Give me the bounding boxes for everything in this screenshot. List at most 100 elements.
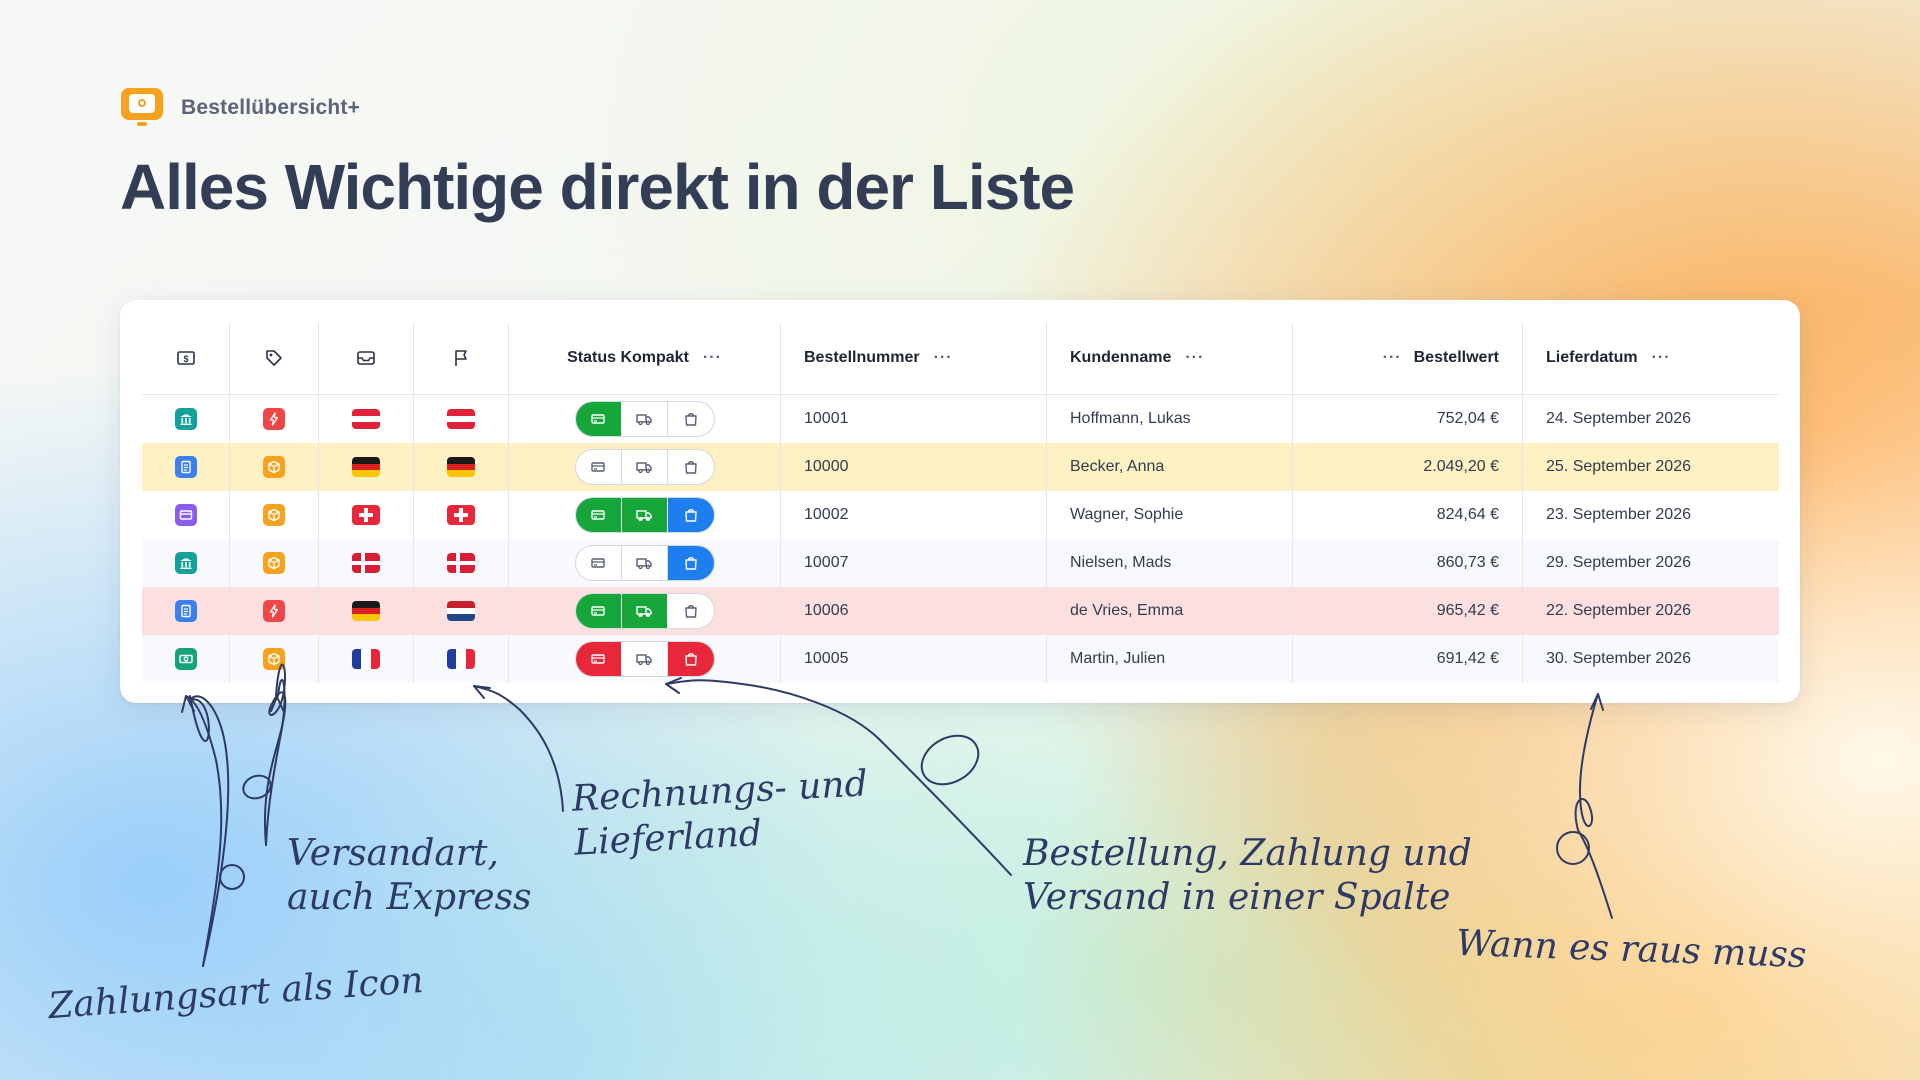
delivery-date-cell: 22. September 2026 xyxy=(1546,602,1691,619)
shipping-status-icon[interactable] xyxy=(622,402,668,436)
dollar-icon: $ xyxy=(176,351,195,365)
order-number-cell[interactable]: 10002 xyxy=(781,491,1047,539)
date-arrow xyxy=(1574,693,1613,919)
flag-nl-icon xyxy=(447,601,475,621)
payment-status-icon[interactable] xyxy=(575,498,622,532)
shipping-cell xyxy=(230,587,319,635)
column-delivery-country[interactable] xyxy=(414,322,509,394)
cash-icon xyxy=(174,648,197,670)
payment-cell xyxy=(142,587,230,635)
delivery-country-cell xyxy=(414,395,509,443)
column-menu-button[interactable]: ··· xyxy=(1382,349,1402,366)
payment-cell xyxy=(142,635,230,683)
svg-text:$: $ xyxy=(183,354,188,364)
express-bolt-icon xyxy=(263,408,285,430)
flag-at-icon xyxy=(447,409,475,429)
inbox-icon xyxy=(357,351,375,365)
order-status-icon[interactable] xyxy=(667,546,714,580)
shipping-status-icon[interactable] xyxy=(621,594,668,628)
annotation-status-line1: Bestellung, Zahlung und xyxy=(1023,833,1472,874)
status-compact[interactable] xyxy=(574,401,715,437)
country-arrow xyxy=(473,685,564,812)
status-compact[interactable] xyxy=(574,593,715,629)
column-menu-button[interactable]: ··· xyxy=(933,349,953,366)
delivery-country-cell xyxy=(414,635,509,683)
payment-status-icon[interactable] xyxy=(575,402,622,436)
delivery-country-cell xyxy=(414,539,509,587)
annotation-payment: Zahlungsart als Icon xyxy=(46,959,425,1028)
order-status-icon[interactable] xyxy=(668,402,714,436)
customer-cell[interactable]: Becker, Anna xyxy=(1047,443,1293,491)
order-status-icon[interactable] xyxy=(668,594,714,628)
order-number-cell[interactable]: 10000 xyxy=(781,443,1047,491)
column-customer-label: Kundenname xyxy=(1070,349,1172,366)
shipping-status-icon[interactable] xyxy=(622,546,668,580)
column-menu-button[interactable]: ··· xyxy=(1185,349,1205,366)
status-compact[interactable] xyxy=(574,449,715,485)
value-cell: 752,04 € xyxy=(1293,395,1523,443)
column-order-number-label: Bestellnummer xyxy=(804,349,920,366)
order-number-cell[interactable]: 10001 xyxy=(781,395,1047,443)
payment-status-icon[interactable] xyxy=(576,546,622,580)
customer-cell[interactable]: Nielsen, Mads xyxy=(1047,539,1293,587)
column-menu-button[interactable]: ··· xyxy=(702,349,722,366)
customer-cell[interactable]: Wagner, Sophie xyxy=(1047,491,1293,539)
credit-card-icon xyxy=(174,504,197,526)
order-number-cell[interactable]: 10006 xyxy=(781,587,1047,635)
billing-country-cell xyxy=(319,635,414,683)
column-status[interactable]: Status Kompakt ··· xyxy=(509,322,781,394)
shipping-cell xyxy=(230,491,319,539)
payment-status-icon[interactable] xyxy=(575,642,622,676)
customer-cell[interactable]: Hoffmann, Lukas xyxy=(1047,395,1293,443)
flag-fr-icon xyxy=(352,649,380,669)
payment-status-icon[interactable] xyxy=(576,450,622,484)
monitor-icon xyxy=(121,88,163,128)
status-compact[interactable] xyxy=(574,641,715,677)
flag-dk-icon xyxy=(447,553,475,573)
column-customer[interactable]: Kundenname ··· xyxy=(1047,322,1293,394)
column-menu-button[interactable]: ··· xyxy=(1651,349,1671,366)
billing-country-cell xyxy=(319,443,414,491)
table-row[interactable]: 10002 Wagner, Sophie 824,64 € 23. September… xyxy=(142,491,1779,539)
payment-cell xyxy=(142,539,230,587)
order-number-cell[interactable]: 10007 xyxy=(781,539,1047,587)
payment-cell xyxy=(142,395,230,443)
customer-cell[interactable]: Martin, Julien xyxy=(1047,635,1293,683)
invoice-icon xyxy=(174,600,197,622)
table-row[interactable]: 10000 Becker, Anna 2.049,20 € 25. September… xyxy=(142,443,1779,491)
table-row[interactable]: 10005 Martin, Julien 691,42 € 30. September… xyxy=(142,635,1779,683)
table-row[interactable]: 10001 Hoffmann, Lukas 752,04 € 24. Septembe… xyxy=(142,395,1779,443)
value-cell: 965,42 € xyxy=(1293,587,1523,635)
column-delivery-date-label: Lieferdatum xyxy=(1546,349,1638,366)
column-shipping[interactable] xyxy=(230,322,319,394)
table-row[interactable]: 10007 Nielsen, Mads 860,73 € 29. September … xyxy=(142,539,1779,587)
value-cell: 691,42 € xyxy=(1293,635,1523,683)
customer-cell[interactable]: de Vries, Emma xyxy=(1047,587,1293,635)
column-value[interactable]: ··· Bestellwert xyxy=(1293,322,1523,394)
brand: Bestellübersicht+ xyxy=(121,88,360,128)
payment-status-icon[interactable] xyxy=(575,594,622,628)
status-cell xyxy=(509,539,781,587)
order-status-icon[interactable] xyxy=(667,498,714,532)
column-billing-country[interactable] xyxy=(319,322,414,394)
delivery-date-cell: 29. September 2026 xyxy=(1546,554,1691,571)
column-order-number[interactable]: Bestellnummer ··· xyxy=(781,322,1047,394)
orders-card: $ Status Kompakt ··· Bestellnummer ··· K… xyxy=(120,300,1800,703)
column-payment[interactable]: $ xyxy=(142,322,230,394)
invoice-icon xyxy=(174,456,197,478)
order-status-icon[interactable] xyxy=(668,450,714,484)
payment-arrow xyxy=(189,695,230,967)
annotation-shipping-line1: Versandart, xyxy=(287,833,499,874)
shipping-status-icon[interactable] xyxy=(621,498,668,532)
status-cell xyxy=(509,587,781,635)
status-compact[interactable] xyxy=(574,497,715,533)
column-delivery-date[interactable]: Lieferdatum ··· xyxy=(1523,322,1779,394)
shipping-status-icon[interactable] xyxy=(622,642,668,676)
status-compact[interactable] xyxy=(574,545,715,581)
shipping-status-icon[interactable] xyxy=(622,450,668,484)
order-status-icon[interactable] xyxy=(667,642,714,676)
delivery-date-cell: 30. September 2026 xyxy=(1546,650,1691,667)
order-number-cell[interactable]: 10005 xyxy=(781,635,1047,683)
table-row[interactable]: 10006 de Vries, Emma 965,42 € 22. September… xyxy=(142,587,1779,635)
status-cell xyxy=(509,635,781,683)
